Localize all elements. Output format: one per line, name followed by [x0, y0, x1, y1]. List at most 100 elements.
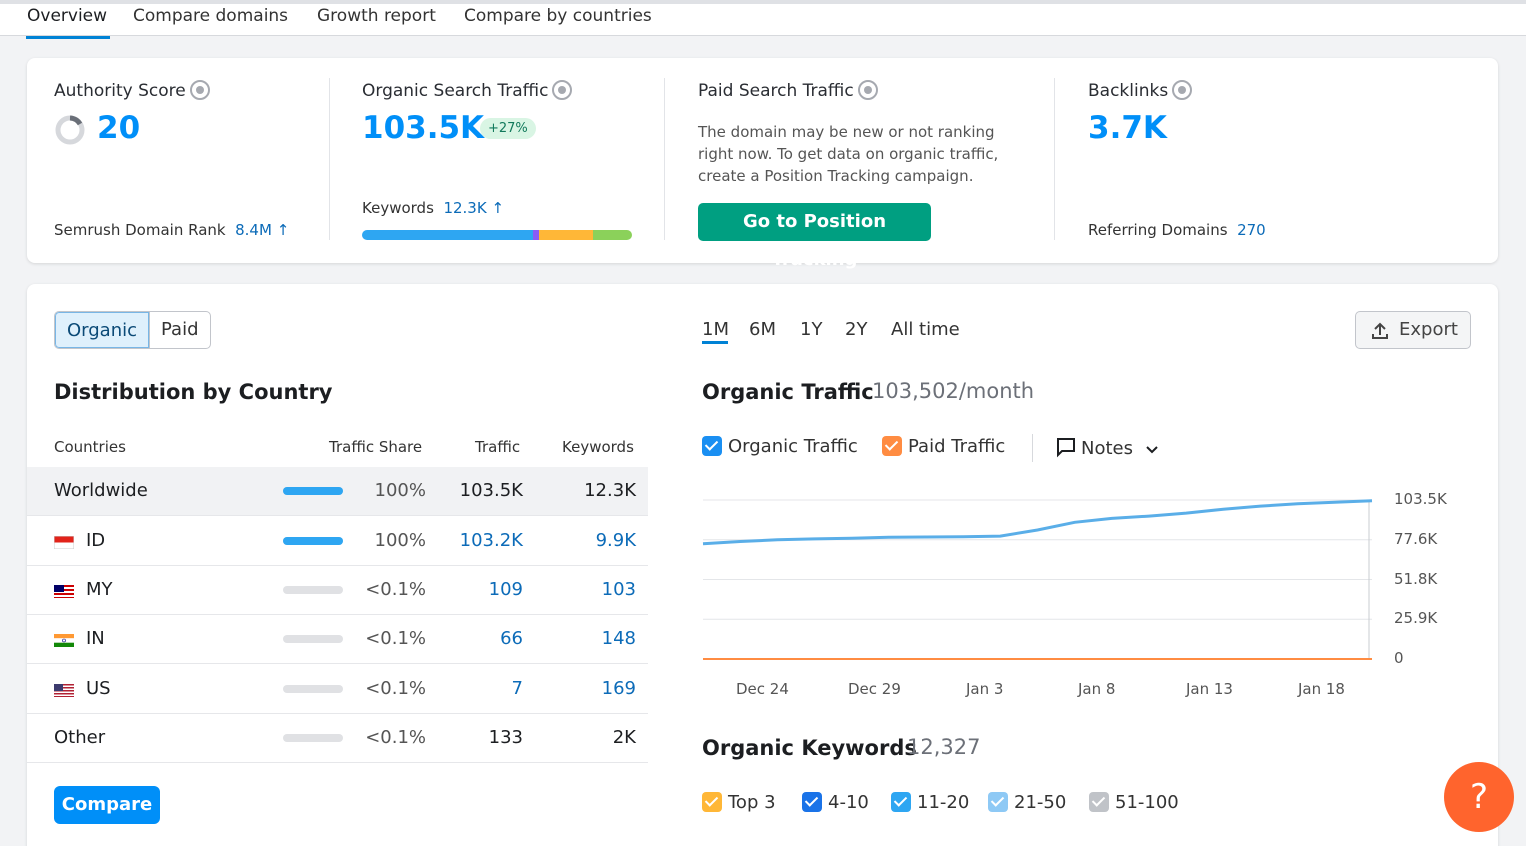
y-tick-label: 0 [1394, 649, 1404, 667]
info-icon[interactable] [552, 80, 573, 100]
active-tab-underline [26, 36, 110, 39]
table-row[interactable]: ID 100% 103.2K 9.9K [27, 517, 648, 566]
tab-overview[interactable]: Overview [27, 6, 108, 26]
tab-growth-report[interactable]: Growth report [317, 6, 436, 26]
checkbox-icon[interactable] [891, 792, 911, 812]
col-keywords[interactable]: Keywords [562, 438, 634, 456]
divider [329, 78, 330, 240]
y-tick-label: 51.8K [1394, 569, 1438, 588]
flag-icon [54, 684, 74, 697]
export-label: Export [1399, 319, 1458, 340]
notes-dropdown[interactable]: Notes [1055, 436, 1159, 459]
backlinks-value[interactable]: 3.7K [1088, 110, 1167, 146]
traffic-share-bar [283, 734, 343, 742]
traffic-value[interactable]: 103.2K [459, 530, 523, 551]
organic-traffic-value[interactable]: 103.5K [362, 110, 485, 146]
top-border [0, 0, 1526, 4]
traffic-share: <0.1% [365, 727, 426, 748]
checkbox-icon[interactable] [702, 792, 722, 812]
checkbox-icon[interactable] [702, 436, 722, 456]
organic-keywords-count: 12,327 [907, 735, 981, 759]
organic-traffic-chart-title: Organic Traffic [702, 380, 874, 404]
export-button[interactable]: Export [1355, 311, 1471, 349]
keywords-line: Keywords 12.3K ↑ [362, 199, 505, 217]
paid-toggle-button[interactable]: Paid [149, 312, 210, 348]
referring-domains: Referring Domains 270 [1088, 221, 1266, 239]
country-name: ID [86, 530, 106, 551]
flag-icon [54, 585, 74, 598]
traffic-share-bar [283, 685, 343, 693]
table-row[interactable]: US <0.1% 7 169 [27, 665, 648, 714]
keywords-value[interactable]: 12.3K ↑ [443, 199, 505, 217]
organic-traffic-title: Organic Search Traffic [362, 80, 573, 101]
range-1m[interactable]: 1M [702, 319, 729, 340]
range-1y[interactable]: 1Y [800, 319, 823, 340]
tab-compare-domains[interactable]: Compare domains [133, 6, 289, 26]
traffic-value[interactable]: 109 [488, 579, 523, 600]
keywords-value: 12.3K [584, 480, 636, 501]
info-icon[interactable] [1172, 80, 1193, 100]
col-countries: Countries [54, 438, 126, 456]
keywords-value[interactable]: 169 [601, 678, 636, 699]
legend-paid-traffic[interactable]: Paid Traffic [882, 436, 1005, 457]
range-all-time[interactable]: All time [891, 319, 960, 340]
keywords-value[interactable]: 9.9K [595, 530, 636, 551]
keyword-distribution-bar [362, 230, 632, 240]
chevron-down-icon [1146, 446, 1158, 454]
traffic-value: 133 [488, 727, 523, 748]
checkbox-icon[interactable] [988, 792, 1008, 812]
authority-score-value: 20 [97, 110, 141, 146]
keywords-legend-item[interactable]: 11-20 [891, 792, 969, 813]
info-icon[interactable] [857, 80, 878, 100]
traffic-share-bar [283, 487, 343, 495]
info-icon[interactable] [189, 80, 210, 100]
table-row[interactable]: IN <0.1% 66 148 [27, 615, 648, 664]
y-tick-label: 25.9K [1394, 609, 1438, 628]
flag-icon [54, 536, 74, 549]
go-to-position-tracking-button[interactable]: Go to Position Tracking [698, 203, 931, 270]
traffic-value[interactable]: 66 [500, 628, 523, 649]
checkbox-icon[interactable] [1089, 792, 1109, 812]
compare-button[interactable]: Compare [54, 786, 160, 824]
traffic-share: 100% [374, 480, 426, 501]
notes-icon [1057, 438, 1075, 458]
worldwide-row[interactable]: Worldwide 100% 103.5K 12.3K [27, 467, 648, 516]
table-row[interactable]: MY <0.1% 109 103 [27, 566, 648, 615]
table-row[interactable]: Other <0.1% 133 2K [27, 714, 648, 763]
range-2y[interactable]: 2Y [845, 319, 868, 340]
referring-domains-value[interactable]: 270 [1237, 221, 1266, 239]
backlinks-title: Backlinks [1088, 80, 1193, 101]
keywords-legend-item[interactable]: Top 3 [702, 792, 776, 813]
domain-rank-value[interactable]: 8.4M ↑ [235, 221, 290, 239]
organic-traffic-subtitle: 103,502/month [872, 379, 1035, 403]
range-6m[interactable]: 6M [749, 319, 776, 340]
help-button[interactable]: ? [1444, 762, 1514, 832]
keywords-legend-item[interactable]: 4-10 [802, 792, 869, 813]
active-range-underline [702, 341, 728, 344]
keywords-legend-item[interactable]: 51-100 [1089, 792, 1179, 813]
flag-icon [54, 634, 74, 647]
col-traffic-share[interactable]: Traffic Share [329, 438, 423, 456]
paid-traffic-message: The domain may be new or not ranking rig… [698, 123, 999, 185]
traffic-share: <0.1% [365, 678, 426, 699]
x-tick-label: Jan 3 [966, 680, 1004, 698]
traffic-value[interactable]: 7 [511, 678, 523, 699]
authority-donut-icon [55, 115, 85, 145]
col-traffic[interactable]: Traffic [475, 438, 521, 456]
tab-compare-by-countries[interactable]: Compare by countries [464, 6, 652, 26]
divider [664, 78, 665, 240]
divider [1054, 78, 1055, 240]
legend-divider [1032, 434, 1033, 462]
checkbox-icon[interactable] [802, 792, 822, 812]
metrics-card: Authority Score 20 Semrush Domain Rank 8… [27, 58, 1498, 270]
checkbox-icon[interactable] [882, 436, 902, 456]
organic-toggle-button[interactable]: Organic [55, 312, 150, 348]
organic-traffic-line[interactable] [702, 499, 1373, 546]
keywords-legend-item[interactable]: 21-50 [988, 792, 1066, 813]
traffic-share: 100% [374, 530, 426, 551]
keywords-value[interactable]: 103 [601, 579, 636, 600]
legend-organic-traffic[interactable]: Organic Traffic [702, 436, 858, 457]
keywords-value[interactable]: 148 [601, 628, 636, 649]
paid-traffic-title: Paid Search Traffic [698, 80, 878, 101]
